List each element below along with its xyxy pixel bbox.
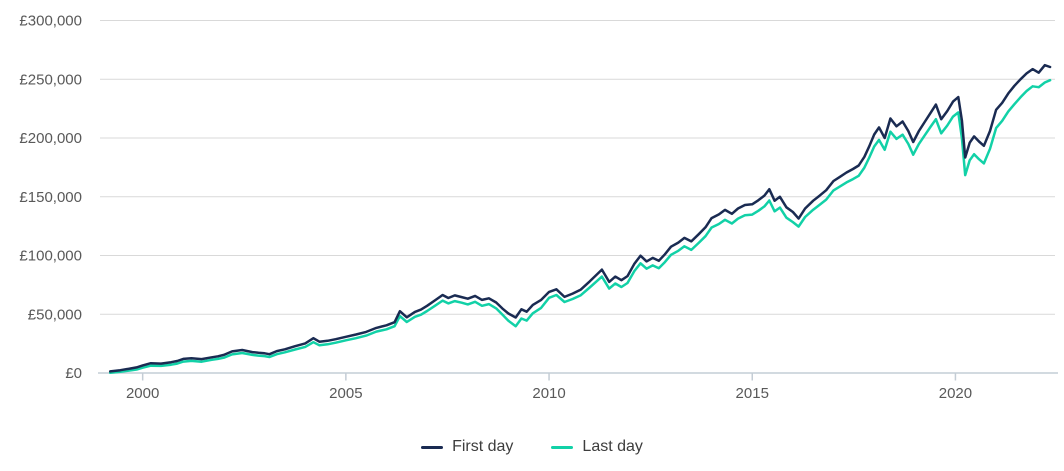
legend-label-first-day: First day (452, 438, 514, 455)
y-axis-tick-label: £250,000 (19, 71, 82, 88)
legend-item-last-day: Last day (551, 438, 643, 456)
chart-legend: First day Last day (0, 438, 1064, 456)
legend-swatch-first-day (421, 445, 444, 449)
y-axis-tick-label: £200,000 (19, 130, 82, 147)
y-axis-tick-label: £0 (65, 365, 82, 382)
chart: £0 £50,000 £100,000 £150,000 £200,000 £250,00… (19, 13, 1058, 402)
x-axis-tick-label: 2015 (736, 385, 769, 402)
y-axis-tick-label: £150,000 (19, 189, 82, 206)
series-line-last-day (108, 78, 1052, 375)
legend-swatch-last-day (551, 445, 574, 449)
legend-item-first-day: First day (421, 438, 513, 456)
y-axis-tick-label: £300,000 (19, 13, 82, 30)
x-axis-tick-label: 2020 (939, 385, 972, 402)
x-axis-tick-label: 2000 (126, 385, 159, 402)
x-axis-tick-label: 2005 (329, 385, 362, 402)
y-axis-tick-label: £50,000 (28, 306, 82, 323)
x-axis-tick-label: 2010 (532, 385, 565, 402)
legend-label-last-day: Last day (582, 438, 643, 455)
series-line-first-day (108, 63, 1052, 373)
y-axis-tick-label: £100,000 (19, 248, 82, 265)
